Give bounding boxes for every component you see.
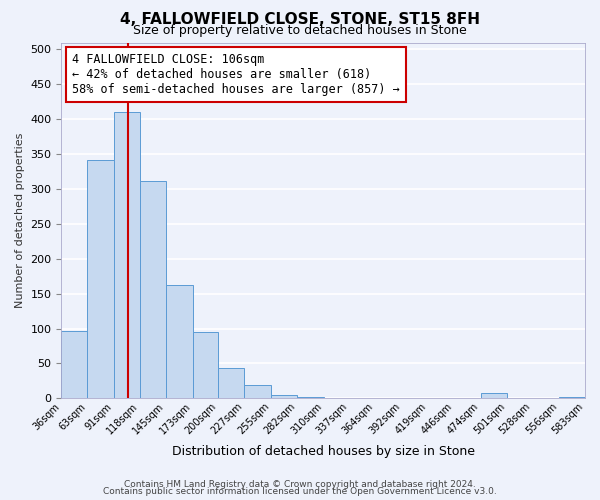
Text: Contains HM Land Registry data © Crown copyright and database right 2024.: Contains HM Land Registry data © Crown c… [124, 480, 476, 489]
Bar [481, 393, 506, 398]
Text: 4, FALLOWFIELD CLOSE, STONE, ST15 8FH: 4, FALLOWFIELD CLOSE, STONE, ST15 8FH [120, 12, 480, 28]
Y-axis label: Number of detached properties: Number of detached properties [15, 133, 25, 308]
X-axis label: Distribution of detached houses by size in Stone: Distribution of detached houses by size … [172, 444, 475, 458]
Text: 4 FALLOWFIELD CLOSE: 106sqm
← 42% of detached houses are smaller (618)
58% of se: 4 FALLOWFIELD CLOSE: 106sqm ← 42% of det… [72, 53, 400, 96]
Bar [271, 395, 297, 398]
Text: Size of property relative to detached houses in Stone: Size of property relative to detached ho… [133, 24, 467, 37]
Bar [193, 332, 218, 398]
Bar [297, 397, 323, 398]
Bar [61, 330, 87, 398]
Bar [166, 284, 193, 399]
Bar [140, 182, 166, 398]
Bar [218, 368, 244, 398]
Bar [244, 385, 271, 398]
Bar [87, 160, 114, 398]
Bar [114, 112, 140, 399]
Text: Contains public sector information licensed under the Open Government Licence v3: Contains public sector information licen… [103, 488, 497, 496]
Bar [559, 397, 585, 398]
